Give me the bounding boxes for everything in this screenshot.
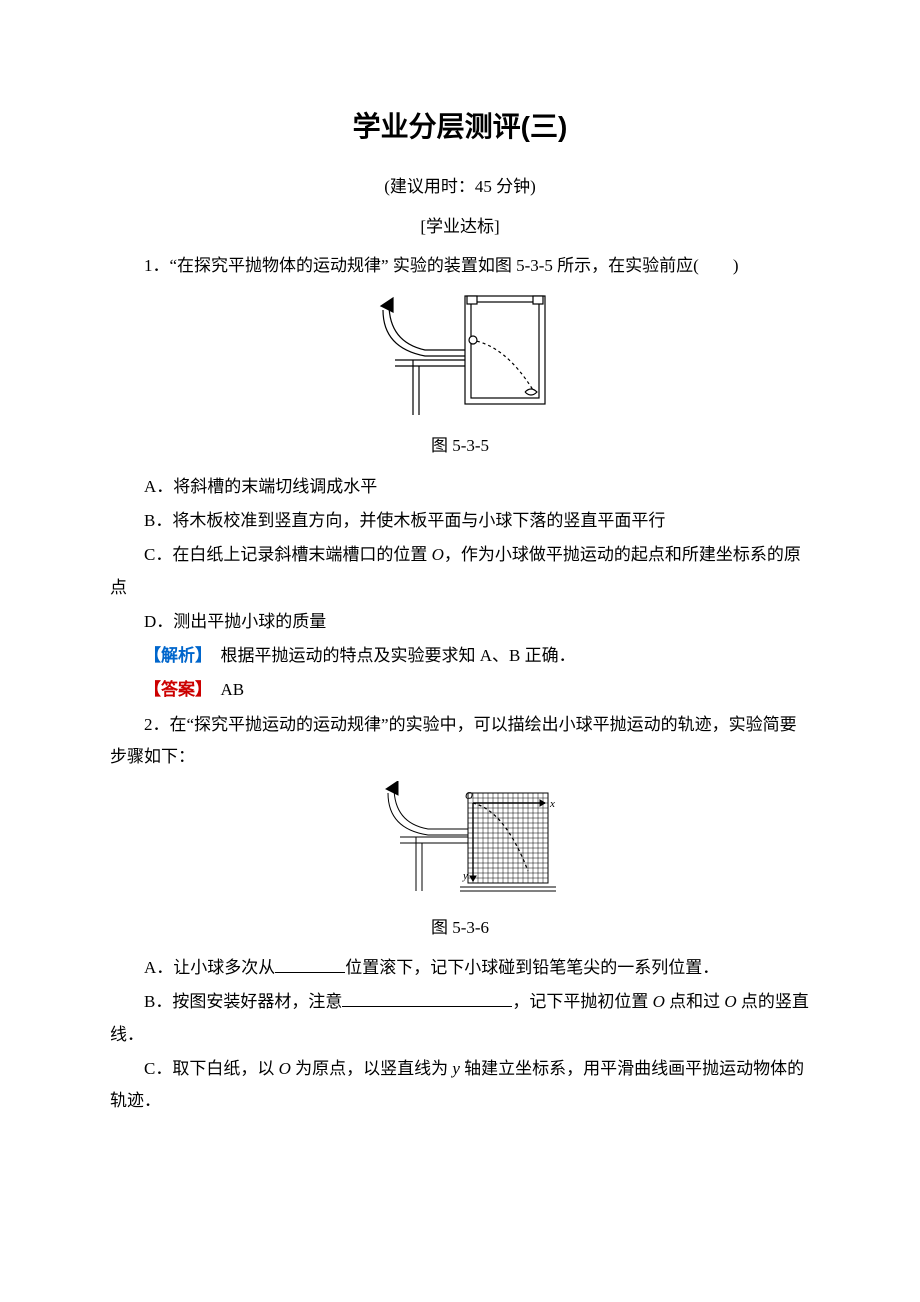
q2-a-before: A．让小球多次从 <box>144 958 275 977</box>
document-page: 学业分层测评(三) (建议用时：45 分钟) [学业达标] 1．“在探究平抛物体… <box>0 0 920 1302</box>
analysis-label: 【解析】 <box>144 646 204 665</box>
fig2-label-x: x <box>549 798 555 810</box>
q2-c-mid: 为原点，以竖直线为 <box>291 1059 453 1078</box>
q2-b-O: O <box>653 992 665 1011</box>
section-heading: [学业达标] <box>110 211 810 243</box>
subtitle-suffix: 分钟) <box>492 177 536 196</box>
q2-c-O: O <box>279 1059 291 1078</box>
figure-5-3-5-caption: 图 5-3-5 <box>110 430 810 462</box>
q2-step-a: A．让小球多次从 位置滚下，记下小球碰到铅笔笔尖的一系列位置． <box>110 952 810 984</box>
fig2-cap-num: 5-3-6 <box>452 918 489 937</box>
q1-option-c: C．在白纸上记录斜槽末端槽口的位置 O，作为小球做平抛运动的起点和所建坐标系的原… <box>110 539 810 604</box>
answer-label: 【答案】 <box>144 680 204 699</box>
q2-stem: 2．在“探究平抛运动的运动规律”的实验中，可以描绘出小球平抛运动的轨迹，实验简要… <box>110 709 810 774</box>
q1-analysis: 【解析】 根据平抛运动的特点及实验要求知 A、B 正确． <box>110 640 810 672</box>
subtitle: (建议用时：45 分钟) <box>110 171 810 203</box>
q1-answer-text: AB <box>204 680 245 699</box>
fig2-cap-prefix: 图 <box>431 918 452 937</box>
subtitle-time: 45 <box>475 177 492 196</box>
q2-c-y: y <box>452 1059 460 1078</box>
q2-b-O2: O <box>724 992 736 1011</box>
fig1-cap-prefix: 图 <box>431 436 452 455</box>
page-title: 学业分层测评(三) <box>110 100 810 153</box>
fig2-label-O: O <box>465 790 473 802</box>
q1-c-O: O <box>432 545 444 564</box>
q1-option-d: D．测出平抛小球的质量 <box>110 606 810 638</box>
q1-c-before: C．在白纸上记录斜槽末端槽口的位置 <box>144 545 432 564</box>
fig2-label-y: y <box>462 870 468 882</box>
blank-a <box>275 955 345 973</box>
q2-step-b: B．按图安装好器材，注意，记下平抛初位置 O 点和过 O 点的竖直线． <box>110 986 810 1051</box>
q1-option-a: A．将斜槽的末端切线调成水平 <box>110 471 810 503</box>
q2-c-before: C．取下白纸，以 <box>144 1059 279 1078</box>
figure-5-3-6-caption: 图 5-3-6 <box>110 912 810 944</box>
q1-fig-ref: 5-3-5 <box>516 256 553 275</box>
q1-stem: 1．“在探究平抛物体的运动规律” 实验的装置如图 5-3-5 所示，在实验前应(… <box>110 250 810 282</box>
subtitle-prefix: (建议用时： <box>384 177 475 196</box>
q2-b-after-mid: 点和过 <box>665 992 725 1011</box>
blank-b <box>342 989 512 1007</box>
q1-stem-suffix: 所示，在实验前应( ) <box>553 256 739 275</box>
q2-b-after-prefix: ，记下平抛初位置 <box>512 992 652 1011</box>
q2-step-c: C．取下白纸，以 O 为原点，以竖直线为 y 轴建立坐标系，用平滑曲线画平抛运动… <box>110 1053 810 1118</box>
q1-analysis-text: 根据平抛运动的特点及实验要求知 A、B 正确． <box>204 646 576 665</box>
figure-5-3-5 <box>110 290 810 426</box>
q2-b-before: B．按图安装好器材，注意 <box>144 992 342 1011</box>
q1-answer: 【答案】 AB <box>110 674 810 706</box>
q2-a-after: 位置滚下，记下小球碰到铅笔笔尖的一系列位置． <box>345 958 719 977</box>
q1-stem-prefix: 1．“在探究平抛物体的运动规律” 实验的装置如图 <box>144 256 516 275</box>
figure-5-3-6: O x y <box>110 781 810 907</box>
q1-option-b: B．将木板校准到竖直方向，并使木板平面与小球下落的竖直平面平行 <box>110 505 810 537</box>
fig1-cap-num: 5-3-5 <box>452 436 489 455</box>
